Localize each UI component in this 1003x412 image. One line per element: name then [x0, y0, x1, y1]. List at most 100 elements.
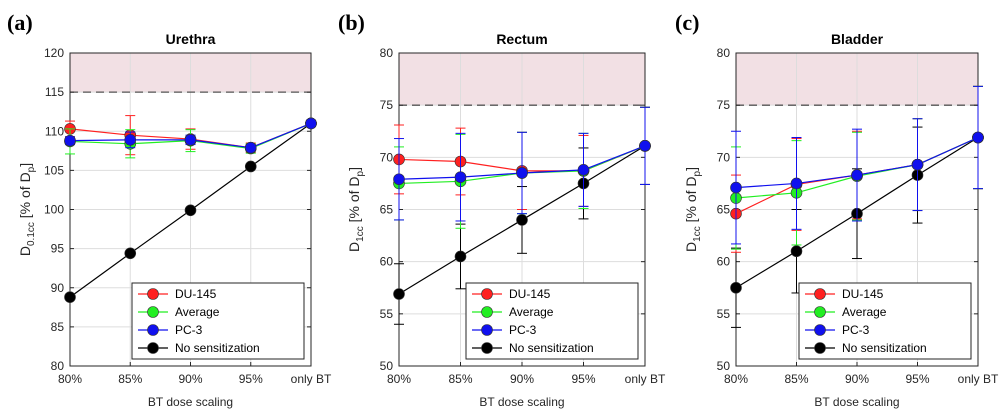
x-axis-label: BT dose scaling	[814, 395, 899, 409]
data-point	[639, 140, 651, 152]
series-pc-3	[393, 106, 651, 222]
legend: DU-145 Average PC-3 No sensitization	[465, 282, 639, 360]
y-tick-label: 80	[717, 46, 731, 60]
x-tick-label: 85%	[448, 372, 472, 386]
data-point	[305, 117, 317, 130]
y-axis-label: D0.1cc [% of Dp]	[17, 163, 37, 256]
panel-label: (c)	[675, 10, 699, 35]
x-tick-label: 85%	[118, 372, 142, 386]
legend: DU-145 Average PC-3 No sensitization	[798, 282, 972, 360]
y-axis-label-sub: 1cc	[355, 226, 366, 242]
y-tick-label: 100	[44, 203, 64, 217]
panel-urethra: 80 85 90 95 100 105 110 115 120 80% 85% 90% 95% only …	[7, 10, 332, 409]
legend-swatch-marker	[481, 306, 493, 318]
legend-label: PC-3	[175, 323, 203, 337]
y-tick-label: 80	[380, 46, 394, 60]
panel-label: (a)	[7, 10, 33, 35]
legend-label: DU-145	[509, 287, 551, 301]
y-axis-label-sub2: p	[692, 170, 703, 176]
y-tick-label: 75	[380, 98, 394, 112]
y-axis-label: D1cc [% of Dp]	[346, 167, 366, 252]
x-axis-label: BT dose scaling	[479, 395, 564, 409]
data-point	[730, 181, 742, 194]
x-tick-label: 80%	[387, 372, 411, 386]
data-point	[64, 291, 76, 303]
chart-title: Rectum	[496, 31, 547, 47]
y-tick-label: 95	[51, 242, 65, 256]
x-axis-label: BT dose scaling	[148, 395, 233, 409]
legend-item: PC-3	[472, 323, 537, 337]
data-point	[516, 167, 528, 179]
legend-item: Average	[138, 305, 220, 319]
legend-swatch-marker	[814, 288, 826, 300]
x-tick-label: only BT	[958, 372, 999, 386]
data-point	[124, 247, 137, 260]
data-point	[244, 141, 257, 154]
legend-label: Average	[509, 305, 554, 319]
x-tick-label: 95%	[905, 372, 929, 386]
data-point	[851, 169, 863, 181]
y-tick-label: 70	[380, 150, 394, 164]
y-axis-label-main: D	[17, 246, 33, 256]
y-axis-label-main: D	[346, 242, 362, 252]
y-tick-label: 60	[717, 255, 731, 269]
y-axis-label-end: ]	[346, 167, 362, 171]
legend-item: DU-145	[138, 287, 217, 301]
legend-label: No sensitization	[509, 341, 594, 355]
y-tick-label: 120	[44, 46, 64, 60]
y-tick-label: 85	[51, 320, 65, 334]
legend-label: DU-145	[175, 287, 217, 301]
y-axis-label-sub: 0.1cc	[26, 222, 37, 246]
legend-item: PC-3	[805, 323, 870, 337]
y-axis-label: D1cc [% of Dp]	[683, 167, 703, 252]
legend-item: PC-3	[138, 323, 203, 337]
y-tick-label: 105	[44, 163, 64, 177]
legend-box	[798, 282, 972, 360]
x-tick-label: 90%	[845, 372, 869, 386]
legend-label: PC-3	[509, 323, 537, 337]
y-tick-label: 80	[51, 359, 65, 373]
y-axis-label-mid: [% of D	[346, 176, 362, 226]
data-point	[454, 171, 467, 183]
legend-item: No sensitization	[805, 341, 927, 355]
y-axis-label-mid: [% of D	[683, 176, 699, 226]
legend-box	[465, 282, 639, 360]
x-tick-label: 80%	[58, 372, 82, 386]
y-tick-label: 115	[45, 85, 64, 99]
data-point	[64, 134, 76, 147]
data-point	[516, 214, 528, 226]
legend-label: PC-3	[842, 323, 870, 337]
legend-swatch-marker	[814, 342, 826, 354]
data-point	[393, 173, 405, 186]
y-tick-label: 75	[717, 98, 731, 112]
y-axis-label-end: ]	[17, 163, 33, 167]
legend-box	[131, 282, 305, 360]
legend-item: DU-145	[805, 287, 884, 301]
legend-item: No sensitization	[472, 341, 594, 355]
data-point	[730, 281, 742, 294]
legend-label: DU-145	[842, 287, 884, 301]
data-point	[244, 160, 257, 173]
x-tick-label: only BT	[291, 372, 332, 386]
legend-label: Average	[842, 305, 887, 319]
y-axis-label-sub2: p	[26, 166, 37, 172]
series-pc-3	[730, 85, 984, 245]
x-tick-label: 95%	[239, 372, 263, 386]
y-tick-label: 55	[380, 307, 394, 321]
legend-swatch-marker	[147, 342, 159, 354]
x-tick-label: 90%	[510, 372, 534, 386]
data-point	[911, 158, 924, 171]
legend-item: Average	[472, 305, 554, 319]
chart-title: Urethra	[166, 31, 216, 47]
data-point	[790, 245, 803, 258]
legend-swatch-marker	[147, 324, 159, 336]
chart-title: Bladder	[831, 31, 884, 47]
y-tick-label: 65	[717, 203, 731, 217]
x-tick-label: 95%	[571, 372, 595, 386]
y-tick-label: 70	[717, 150, 731, 164]
legend: DU-145 Average PC-3 No sensitization	[131, 282, 305, 360]
x-tick-label: 85%	[784, 372, 808, 386]
panel-bladder: 50 55 60 65 70 75 80 80% 85% 90% 95% only BT BT dose…	[675, 10, 999, 409]
